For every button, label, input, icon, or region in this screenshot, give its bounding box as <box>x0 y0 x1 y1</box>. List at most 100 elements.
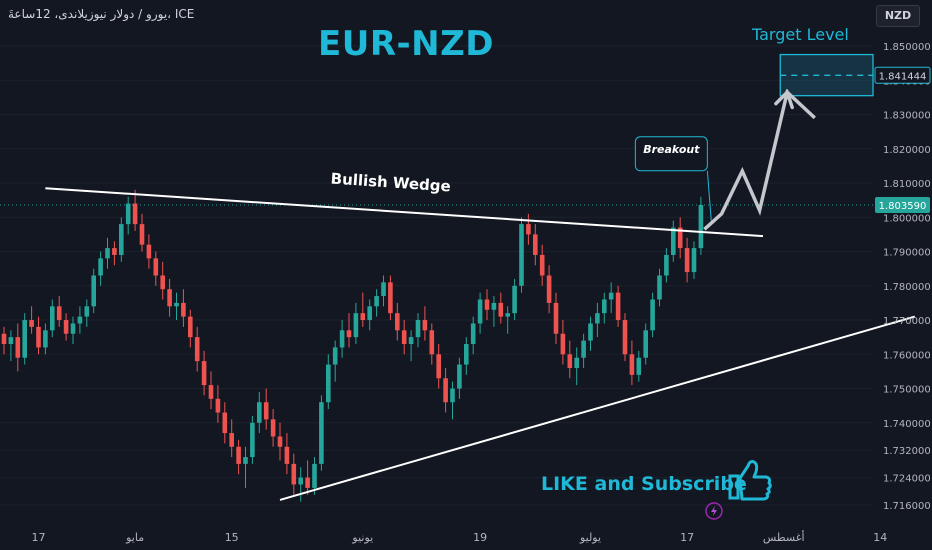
candle-body <box>381 282 386 297</box>
pattern-label: Bullish Wedge <box>330 169 451 195</box>
candle-body <box>498 302 504 317</box>
currency-button[interactable]: NZD <box>876 5 920 27</box>
candle-body <box>491 302 497 310</box>
candle-body <box>167 289 172 307</box>
candle-body <box>15 337 21 358</box>
candle-body <box>201 361 207 386</box>
x-tick-label: 17 <box>680 531 694 544</box>
candle-body <box>457 364 462 389</box>
x-tick-label: مايو <box>125 531 144 544</box>
candle-body <box>526 224 531 235</box>
projection-arrowhead <box>774 88 794 110</box>
candle-body <box>326 364 331 403</box>
candle-body <box>284 446 290 464</box>
candle-body <box>470 323 476 345</box>
candle-body <box>105 248 110 259</box>
candle-body <box>539 254 545 276</box>
candle-body <box>229 433 234 447</box>
wedge-lower-line <box>279 315 916 501</box>
candle-body <box>677 227 683 249</box>
candle-body <box>139 224 145 245</box>
y-tick-label: 1.790000 <box>883 248 931 259</box>
x-tick-label: 17 <box>32 531 46 544</box>
candle-body <box>422 320 428 331</box>
candle-body <box>70 323 76 334</box>
candle-body <box>374 296 379 307</box>
candle-body <box>574 357 579 368</box>
x-tick-label: 14 <box>873 531 887 544</box>
candle-body <box>312 463 317 488</box>
candle-body <box>332 347 338 365</box>
candles <box>1 189 704 502</box>
candle-body <box>505 313 510 317</box>
y-tick-label: 1.724000 <box>883 474 931 485</box>
candle-body <box>553 302 559 334</box>
candle-body <box>319 402 324 464</box>
candle-body <box>1 333 7 345</box>
candle-body <box>36 326 41 348</box>
y-tick-label: 1.820000 <box>883 145 931 156</box>
candle-body <box>270 419 276 437</box>
candle-body <box>629 354 635 375</box>
candle-body <box>263 402 269 420</box>
y-tick-label: 1.732000 <box>883 446 931 457</box>
y-tick-label: 1.850000 <box>883 42 931 53</box>
target-price-tag <box>874 66 931 84</box>
candle-body <box>546 275 552 303</box>
y-tick-label: 1.750000 <box>883 385 931 396</box>
candle-body <box>360 313 366 321</box>
candle-body <box>188 316 193 338</box>
y-tick-label: 1.810000 <box>883 179 931 190</box>
chart-title: EUR-NZD <box>318 24 494 64</box>
candle-body <box>29 320 34 327</box>
x-tick-label: يوليو <box>579 531 601 544</box>
trend-lines <box>45 88 916 501</box>
candle-body <box>119 224 124 255</box>
candle-body <box>181 302 186 317</box>
candle-body <box>222 412 228 434</box>
x-tick-label: يونيو <box>351 531 373 544</box>
y-tick-label: 1.740000 <box>883 419 931 430</box>
candle-body <box>560 333 566 355</box>
candle-body <box>236 446 241 464</box>
candle-body <box>353 313 359 338</box>
candle-body <box>98 258 103 276</box>
candle-body <box>22 320 27 358</box>
candle-body <box>512 285 517 314</box>
candle-body <box>388 282 393 314</box>
candle-body <box>691 248 697 273</box>
candle-body <box>464 344 469 365</box>
candle-body <box>298 477 303 485</box>
candle-body <box>77 316 83 324</box>
like-subscribe-text: LIKE and Subscribe <box>541 473 747 495</box>
lightning-circle <box>705 502 723 520</box>
candle-body <box>636 357 642 375</box>
candle-body <box>602 299 607 314</box>
candle-body <box>56 306 62 321</box>
candle-body <box>132 203 138 225</box>
candle-body <box>291 463 297 485</box>
y-tick-label: 1.770000 <box>883 316 931 327</box>
candle-body <box>208 385 214 399</box>
candle-body <box>415 320 421 338</box>
breakout-callout-box <box>634 136 708 172</box>
target-price-label: 1.841444 <box>879 71 927 82</box>
candle-body <box>160 275 165 290</box>
candle-body <box>153 258 159 276</box>
current-price-label: 1.803590 <box>879 201 927 212</box>
x-tick-label: 19 <box>473 531 487 544</box>
candle-body <box>243 457 248 464</box>
candle-body <box>436 354 441 379</box>
candle-body <box>567 354 573 368</box>
candle-body <box>194 337 200 362</box>
grid-lines <box>0 45 873 506</box>
breakout-label: Breakout <box>643 143 700 156</box>
candle-body <box>174 302 179 307</box>
candle-body <box>395 313 400 331</box>
candle-body <box>519 224 524 286</box>
candle-body <box>43 330 48 348</box>
symbol-header: یورو / دولار نیوزیلاندی، 12ساعةَ، ICE <box>8 7 195 21</box>
lightning-bolt <box>711 506 717 516</box>
candle-body <box>477 299 483 324</box>
